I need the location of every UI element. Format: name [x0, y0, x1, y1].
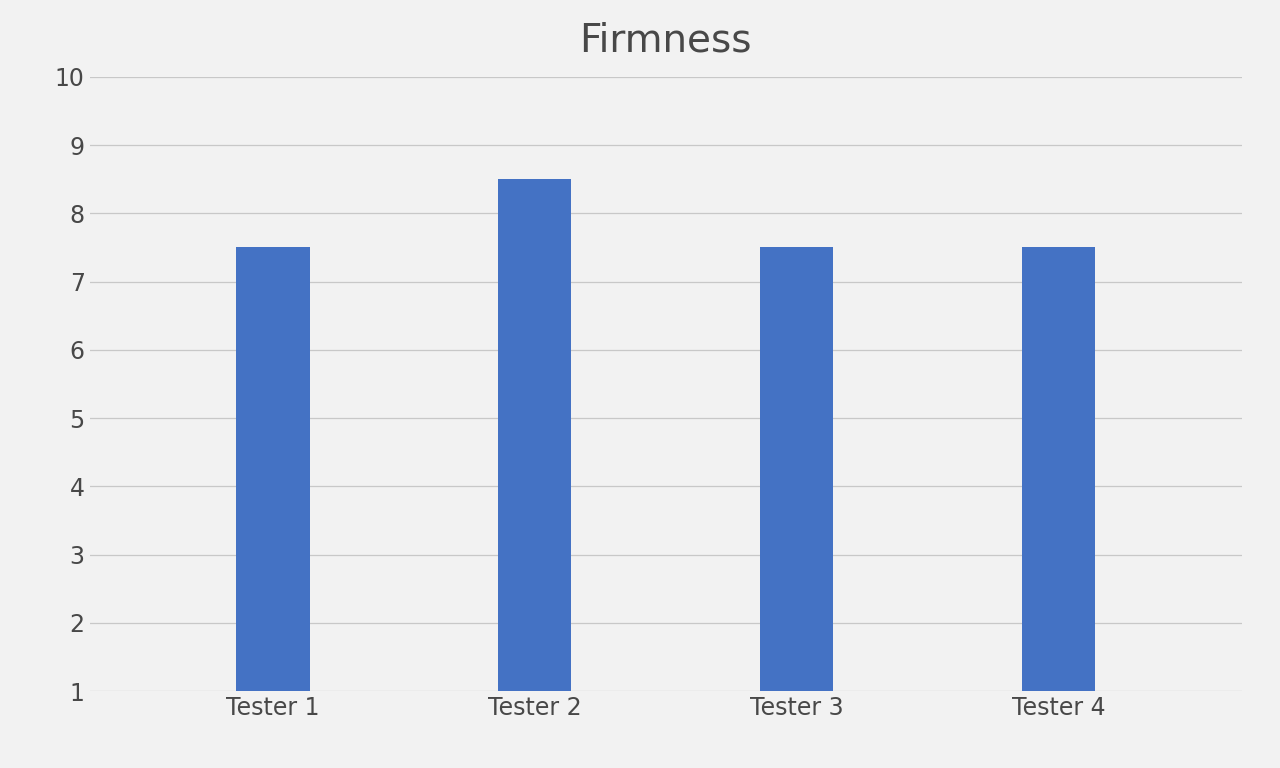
Bar — [237, 247, 310, 691]
Bar — [498, 179, 571, 691]
Bar — [760, 247, 833, 691]
Bar — [1021, 247, 1094, 691]
Title: Firmness: Firmness — [580, 22, 751, 60]
